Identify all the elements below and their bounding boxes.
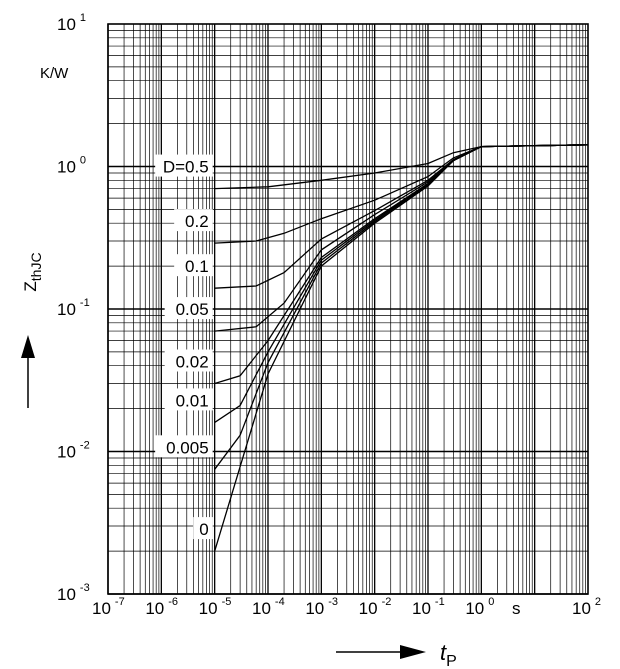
curves [214,144,589,552]
curve-label-bg [193,517,213,540]
x-unit-label: s [512,599,521,618]
x-axis-label-sub: P [446,653,457,669]
y-axis-label-main: Z [21,281,40,291]
curve-label: 0.005 [166,438,209,457]
x-tick-label: 10 -5 [199,596,232,618]
x-tick-label: 10 -4 [252,596,285,618]
x-axis-label: tP [440,640,457,669]
y-tick-label: 10 1 [57,12,86,34]
curve-label: 0.01 [176,391,209,410]
curve-label-bg [155,435,213,458]
y-axis-arrow [21,335,35,408]
x-tick-label: 10 0 [465,596,494,618]
plot-frame [107,23,589,595]
x-axis-arrow [336,645,426,659]
curve-label-bg [164,297,213,320]
curve-label-bg [164,388,213,411]
curve-label-bg [155,154,213,177]
curve-label: 0.05 [176,300,209,319]
x-tick-label: 10 -7 [92,596,125,618]
x-tick-label: 10 -1 [412,596,445,618]
curve-label-bg [174,254,213,277]
curve-label: 0.1 [185,257,209,276]
x-tick-label: 10 -3 [305,596,338,618]
y-tick-label: 10 0 [57,155,86,177]
y-axis-label-sub: thJC [28,252,44,281]
y-unit-label: K/W [40,65,69,82]
y-axis-label: ZthJC [21,252,44,291]
curve-labels: D=0.5 0.2 0.1 0.05 0.02 0.01 0.005 0 [155,154,213,540]
curve-label-bg [164,349,213,372]
x-tick-labels: 10 -7 10 -6 10 -5 10 -4 10 -3 10 -2 10 -1 10 0 10 2 [92,596,601,618]
curve-0 [214,144,589,552]
svg-text:ZthJC: ZthJC [21,252,44,291]
curve-label: 0.02 [176,353,209,372]
x-tick-label: 10 2 [572,596,601,618]
y-tick-label: 10 -2 [57,440,90,462]
curve-label-bg [174,209,213,232]
curve-label: D=0.5 [163,158,209,177]
y-tick-label: 10 -1 [57,297,90,319]
x-tick-label: 10 -2 [359,596,392,618]
curve-label: 0 [199,520,208,539]
curve-label: 0.2 [185,212,209,231]
x-tick-label: 10 -6 [145,596,178,618]
x-axis-label-main: t [440,640,447,665]
y-tick-label: 10 -3 [57,582,90,604]
